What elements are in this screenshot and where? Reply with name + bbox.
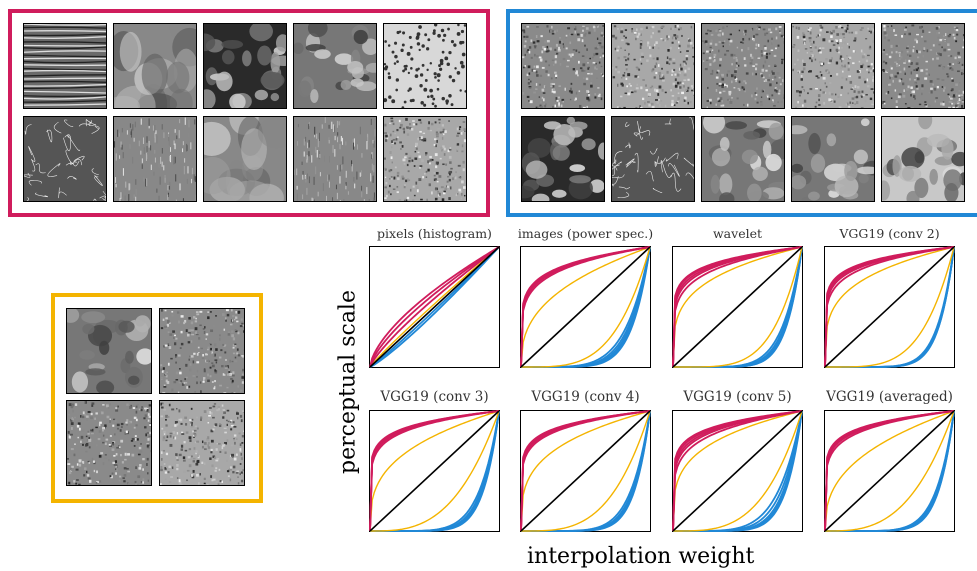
yellow-texture-group-frame	[51, 293, 263, 503]
red-texture-sample	[113, 23, 197, 109]
red-texture-sample	[23, 23, 107, 109]
perceptual-scale-plot	[520, 246, 651, 368]
blue-texture-sample	[881, 23, 965, 109]
plot-title: images (power spec.)	[517, 226, 654, 241]
yellow-curve	[825, 246, 955, 368]
red-texture-sample	[23, 116, 107, 202]
perceptual-scale-plot	[824, 246, 955, 368]
perceptual-scale-plot	[672, 246, 803, 368]
plot-title: VGG19 (conv 2)	[839, 226, 940, 241]
yellow-curve	[672, 410, 803, 532]
red-curve	[369, 246, 500, 368]
red-texture-sample	[293, 23, 377, 109]
identity-diagonal-line	[824, 246, 955, 368]
yellow-texture-sample	[66, 400, 152, 486]
perceptual-scale-plot	[824, 410, 955, 532]
yellow-curve	[369, 410, 500, 532]
red-texture-sample	[293, 116, 377, 202]
yellow-curve	[824, 246, 955, 368]
identity-diagonal-line	[520, 246, 651, 368]
blue-texture-sample	[611, 116, 695, 202]
red-curve	[369, 410, 500, 532]
yellow-curve	[370, 410, 500, 532]
yellow-texture-sample	[159, 400, 245, 486]
plot-title: VGG19 (conv 5)	[683, 389, 792, 405]
perceptual-scale-plot	[369, 246, 500, 368]
yellow-texture-sample	[159, 308, 245, 394]
red-curve	[520, 246, 651, 368]
yellow-curve	[673, 410, 803, 532]
yellow-curve	[824, 410, 955, 532]
red-texture-sample	[113, 116, 197, 202]
red-texture-sample	[383, 116, 467, 202]
blue-texture-group-frame	[506, 9, 977, 217]
red-curve	[369, 246, 500, 368]
yellow-curve	[673, 246, 803, 368]
red-texture-sample	[203, 23, 287, 109]
perceptual-scale-plot	[520, 410, 651, 532]
red-texture-group-frame	[8, 9, 490, 217]
identity-diagonal-line	[520, 410, 651, 532]
red-curve	[520, 410, 651, 532]
yellow-curve	[521, 410, 651, 532]
perceptual-scale-plot	[369, 410, 500, 532]
identity-diagonal-line	[369, 410, 500, 532]
yellow-texture-sample	[66, 308, 152, 394]
yellow-curve	[520, 410, 651, 532]
blue-texture-sample	[521, 116, 605, 202]
red-curve	[824, 410, 955, 532]
blue-texture-sample	[611, 23, 695, 109]
plot-title: VGG19 (conv 3)	[380, 389, 489, 405]
red-curve	[824, 246, 955, 368]
blue-texture-sample	[791, 23, 875, 109]
blue-curve	[369, 246, 500, 368]
yellow-curve	[369, 246, 500, 368]
red-curve	[369, 246, 500, 368]
blue-texture-sample	[521, 23, 605, 109]
plot-title: pixels (histogram)	[377, 226, 492, 241]
plot-title: wavelet	[712, 226, 763, 241]
yellow-curve	[825, 410, 955, 532]
identity-diagonal-line	[672, 410, 803, 532]
blue-texture-sample	[881, 116, 965, 202]
red-texture-sample	[203, 116, 287, 202]
perceptual-scale-plot	[672, 410, 803, 532]
blue-texture-sample	[791, 116, 875, 202]
identity-diagonal-line	[824, 410, 955, 532]
red-curve	[672, 410, 803, 532]
yellow-curve	[520, 246, 651, 368]
identity-diagonal-line	[369, 246, 500, 368]
yellow-curve	[672, 246, 803, 368]
blue-texture-sample	[701, 23, 785, 109]
blue-texture-sample	[701, 116, 785, 202]
x-axis-label: interpolation weight	[527, 544, 755, 569]
y-axis-label: perceptual scale	[335, 290, 361, 474]
red-texture-sample	[383, 23, 467, 109]
identity-diagonal-line	[672, 246, 803, 368]
plot-title: VGG19 (averaged)	[826, 389, 953, 405]
blue-curve	[369, 246, 500, 368]
plot-title: VGG19 (conv 4)	[531, 389, 640, 405]
yellow-curve	[521, 246, 651, 368]
red-curve	[672, 246, 803, 368]
